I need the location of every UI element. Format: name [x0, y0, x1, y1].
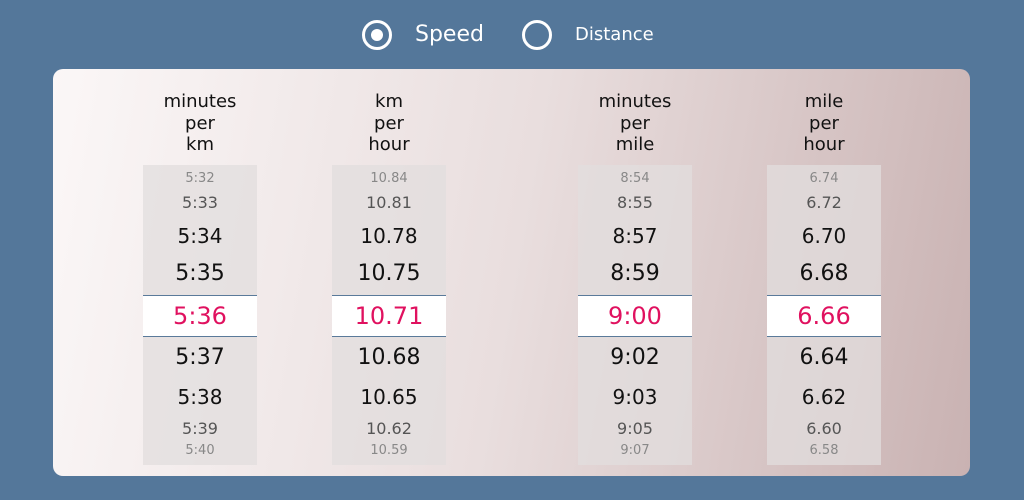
radio-label[interactable]: Speed	[415, 22, 484, 47]
column-header: minutes	[163, 91, 237, 112]
selected-row	[332, 295, 446, 337]
picker-value[interactable]: 10.65	[360, 385, 418, 409]
picker-value[interactable]: 5:37	[175, 344, 225, 370]
picker-value[interactable]: 6.72	[806, 193, 842, 213]
radio-label[interactable]: Distance	[575, 24, 654, 45]
column-header: per	[185, 112, 215, 134]
selected-value[interactable]: 5:36	[173, 301, 227, 330]
picker-value[interactable]: 5:33	[182, 193, 218, 213]
picker-value[interactable]: 6.60	[806, 419, 842, 439]
picker-value[interactable]: 8:55	[617, 193, 653, 213]
picker-value[interactable]: 10.78	[360, 224, 418, 248]
selected-value[interactable]: 10.71	[354, 301, 424, 330]
picker-value[interactable]: 9:02	[610, 344, 660, 370]
picker-value[interactable]: 9:03	[612, 385, 658, 409]
number-picker[interactable]: 10.84 10.81 10.78 10.75 10.71 10.68 10.65 10.62…	[332, 165, 446, 465]
picker-value[interactable]: 5:34	[177, 224, 223, 248]
picker-value[interactable]: 10.84	[370, 171, 408, 187]
column-header: hour	[368, 134, 410, 155]
column-header: per	[374, 112, 404, 134]
picker-value[interactable]: 9:07	[620, 443, 650, 459]
number-picker[interactable]: 5:32 5:33 5:34 5:35 5:36 5:37 5:38 5:39 5:40	[143, 165, 257, 465]
picker-value[interactable]: 5:38	[177, 385, 223, 409]
column-header: per	[620, 112, 650, 134]
picker-value[interactable]: 10.81	[366, 193, 412, 213]
picker-value[interactable]: 5:39	[182, 419, 218, 439]
picker-value[interactable]: 8:54	[620, 171, 650, 187]
picker-value[interactable]: 6.74	[809, 171, 839, 187]
picker-value[interactable]: 10.75	[357, 260, 421, 286]
picker-value[interactable]: 5:40	[185, 443, 215, 459]
picker-value[interactable]: 10.68	[357, 344, 421, 370]
selected-row	[578, 295, 692, 337]
picker-value[interactable]: 6.64	[799, 344, 849, 370]
selected-row	[143, 295, 257, 337]
picker-value[interactable]: 8:57	[612, 224, 658, 248]
column-header: hour	[803, 134, 845, 155]
column-header: mile	[615, 134, 655, 155]
picker-value[interactable]: 5:35	[175, 260, 225, 286]
column-header: minutes	[598, 91, 672, 112]
converter-card: minutes per km 5:32 5:33 5:34 5:35 5:36 5:37 5:38…	[53, 69, 970, 476]
selected-value[interactable]: 9:00	[608, 301, 662, 330]
picker-value[interactable]: 6.70	[801, 224, 847, 248]
picker-value[interactable]: 5:32	[185, 171, 215, 187]
column-header: km	[375, 91, 403, 112]
picker-value[interactable]: 9:05	[617, 419, 653, 439]
column-header: mile	[804, 91, 844, 112]
picker-value[interactable]: 10.59	[370, 443, 408, 459]
selected-row	[767, 295, 881, 337]
picker-value[interactable]: 6.62	[801, 385, 847, 409]
radio-button[interactable]	[522, 20, 552, 50]
picker-value[interactable]: 6.58	[809, 443, 839, 459]
radio-button[interactable]	[362, 20, 392, 50]
radio-dot	[371, 29, 383, 41]
selected-value[interactable]: 6.66	[797, 301, 851, 330]
picker-value[interactable]: 6.68	[799, 260, 849, 286]
column-header: per	[809, 112, 839, 134]
number-picker[interactable]: 8:54 8:55 8:57 8:59 9:00 9:02 9:03 9:05 9:07	[578, 165, 692, 465]
picker-value[interactable]: 10.62	[366, 419, 412, 439]
number-picker[interactable]: 6.74 6.72 6.70 6.68 6.66 6.64 6.62 6.60 6.58	[767, 165, 881, 465]
column-header: km	[186, 134, 214, 155]
picker-value[interactable]: 8:59	[610, 260, 660, 286]
